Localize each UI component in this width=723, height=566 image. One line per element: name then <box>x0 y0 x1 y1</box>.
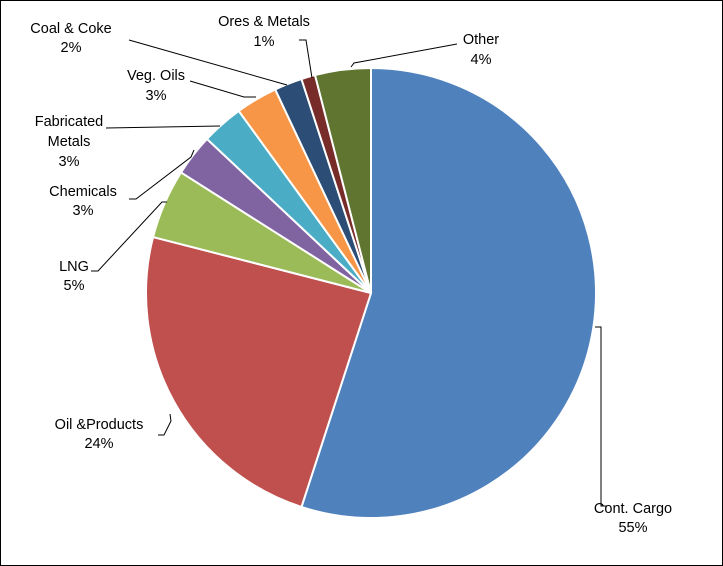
leader-line-oil-products <box>158 413 172 436</box>
percent-label-oil-products: 24% <box>84 436 113 452</box>
leader-line-cont-cargo <box>595 326 607 507</box>
category-label-cont-cargo: Cont. Cargo <box>594 501 672 517</box>
category-label-lng: LNG <box>59 259 89 275</box>
leader-line-coal-coke <box>128 39 288 86</box>
category-label-veg-oils: Veg. Oils <box>127 68 185 84</box>
slice-labels: Cont. Cargo 55% Oil &Products 24% LNG 5% Chemi… <box>30 14 672 536</box>
category-label-chemicals: Chemicals <box>49 184 117 200</box>
leader-line-lng <box>91 201 167 272</box>
percent-label-other: 4% <box>471 52 492 68</box>
percent-label-coal-coke: 2% <box>61 40 82 56</box>
slice-other <box>313 66 372 294</box>
pie-slices <box>145 66 597 519</box>
leader-line-fabricated-metals <box>105 125 221 129</box>
percent-label-chemicals: 3% <box>73 203 94 219</box>
leader-line-veg-oils <box>189 80 256 98</box>
percent-label-lng: 5% <box>64 278 85 294</box>
category-label-fabricated-metals: Fabricated <box>35 114 104 130</box>
slice-oil-products <box>145 235 373 509</box>
percent-label-fabricated-metals: 3% <box>59 154 80 170</box>
category-label-coal-coke: Coal & Coke <box>30 21 111 37</box>
percent-label-ores-metals: 1% <box>254 34 275 50</box>
percent-label-cont-cargo: 55% <box>618 520 647 536</box>
leader-lines <box>91 39 607 507</box>
leader-line-chemicals <box>129 149 195 200</box>
percent-label-veg-oils: 3% <box>146 88 167 104</box>
category-label-other: Other <box>463 32 499 48</box>
category-label-ores-metals: Ores & Metals <box>218 14 310 30</box>
category-label-fabricated-metals: Metals <box>48 134 91 150</box>
category-label-oil-products: Oil &Products <box>55 417 144 433</box>
leader-line-other <box>350 43 458 68</box>
slice-cont-cargo <box>300 66 597 519</box>
leader-line-ores-metals <box>299 39 313 79</box>
